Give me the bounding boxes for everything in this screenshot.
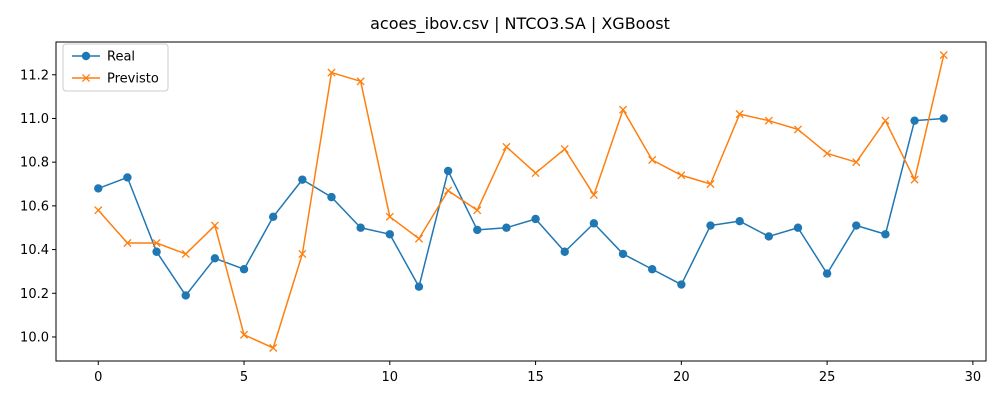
data-point-previsto <box>327 68 336 77</box>
series-real <box>94 114 948 300</box>
y-tick-label: 10.8 <box>20 156 49 171</box>
legend: Real Previsto <box>62 43 169 92</box>
data-point-real <box>502 223 511 232</box>
data-point-previsto <box>881 116 890 125</box>
data-point-real <box>764 232 774 241</box>
data-point-previsto <box>677 171 686 180</box>
data-point-real <box>677 280 686 289</box>
y-tick-label: 10.0 <box>20 330 49 345</box>
legend-marker-previsto <box>81 73 91 83</box>
data-point-previsto <box>560 145 569 154</box>
data-point-real <box>385 230 395 239</box>
data-point-previsto <box>502 142 511 151</box>
x-tick-label: 10 <box>382 370 399 385</box>
x-tick-label: 0 <box>94 370 102 385</box>
data-point-previsto <box>473 206 482 215</box>
data-point-previsto <box>852 158 861 167</box>
data-point-previsto <box>123 238 132 248</box>
data-point-real <box>268 212 278 221</box>
data-point-previsto <box>356 77 365 86</box>
axes: 0 5 10 15 20 25 30 10.0 10.2 10.4 10.6 10.8 11.0 11.2 <box>20 41 987 385</box>
series-previsto <box>94 51 948 352</box>
data-point-previsto <box>385 212 394 221</box>
data-point-real <box>298 175 307 184</box>
data-point-real <box>531 214 540 224</box>
chart-title: acoes_ibov.csv | NTCO3.SA | XGBoost <box>370 14 670 34</box>
y-tick-label: 10.2 <box>20 287 49 302</box>
data-point-real <box>560 247 569 256</box>
data-point-previsto <box>735 110 744 119</box>
legend-marker-real <box>81 51 91 61</box>
data-point-real <box>327 192 336 202</box>
x-tick-label: 5 <box>240 370 248 385</box>
data-point-previsto <box>269 343 278 352</box>
data-point-real <box>210 254 220 263</box>
x-tick-label: 30 <box>965 370 982 385</box>
data-point-real <box>939 114 948 123</box>
data-point-real <box>123 173 132 182</box>
data-point-previsto <box>152 238 161 248</box>
data-point-previsto <box>910 175 919 184</box>
data-point-previsto <box>531 169 540 178</box>
data-point-previsto <box>414 234 424 243</box>
series-line-previsto <box>97 54 945 349</box>
data-point-previsto <box>939 51 948 60</box>
data-point-previsto <box>764 116 773 125</box>
data-point-real <box>443 166 453 176</box>
data-point-previsto <box>210 221 219 230</box>
data-point-real <box>414 282 424 291</box>
data-point-previsto <box>239 330 249 339</box>
data-point-real <box>152 247 161 256</box>
data-point-real <box>881 230 890 239</box>
data-point-real <box>356 223 365 232</box>
data-point-real <box>706 221 715 230</box>
data-point-previsto <box>648 155 657 165</box>
data-point-real <box>793 223 803 232</box>
plot-frame <box>55 41 987 362</box>
x-tick-label: 15 <box>527 370 544 385</box>
y-tick-label: 10.6 <box>20 199 49 214</box>
y-tick-label: 11.2 <box>20 68 49 83</box>
data-point-previsto <box>298 249 307 258</box>
x-tick-label: 20 <box>673 370 690 385</box>
data-point-real <box>618 249 628 259</box>
data-point-previsto <box>823 149 832 158</box>
series-line-real <box>98 117 944 297</box>
data-point-previsto <box>94 206 103 215</box>
data-point-previsto <box>706 179 715 189</box>
data-point-previsto <box>793 125 803 134</box>
data-point-real <box>735 216 744 226</box>
data-point-real <box>473 225 482 235</box>
legend-label-real: Real <box>107 50 135 65</box>
series-layer <box>94 51 948 352</box>
x-tick-label: 25 <box>819 370 836 385</box>
data-point-previsto <box>181 249 190 258</box>
data-point-previsto <box>618 105 628 114</box>
data-point-real <box>647 265 657 274</box>
data-point-real <box>852 221 861 230</box>
data-point-real <box>910 116 919 125</box>
data-point-real <box>94 184 103 193</box>
legend-label-previsto: Previsto <box>107 72 159 87</box>
y-tick-label: 11.0 <box>20 112 49 127</box>
data-point-real <box>822 269 832 278</box>
data-point-real <box>181 291 190 300</box>
data-point-previsto <box>444 186 453 195</box>
data-point-real <box>239 265 249 274</box>
data-point-previsto <box>589 190 598 200</box>
data-point-real <box>589 219 599 228</box>
y-tick-label: 10.4 <box>20 243 49 258</box>
